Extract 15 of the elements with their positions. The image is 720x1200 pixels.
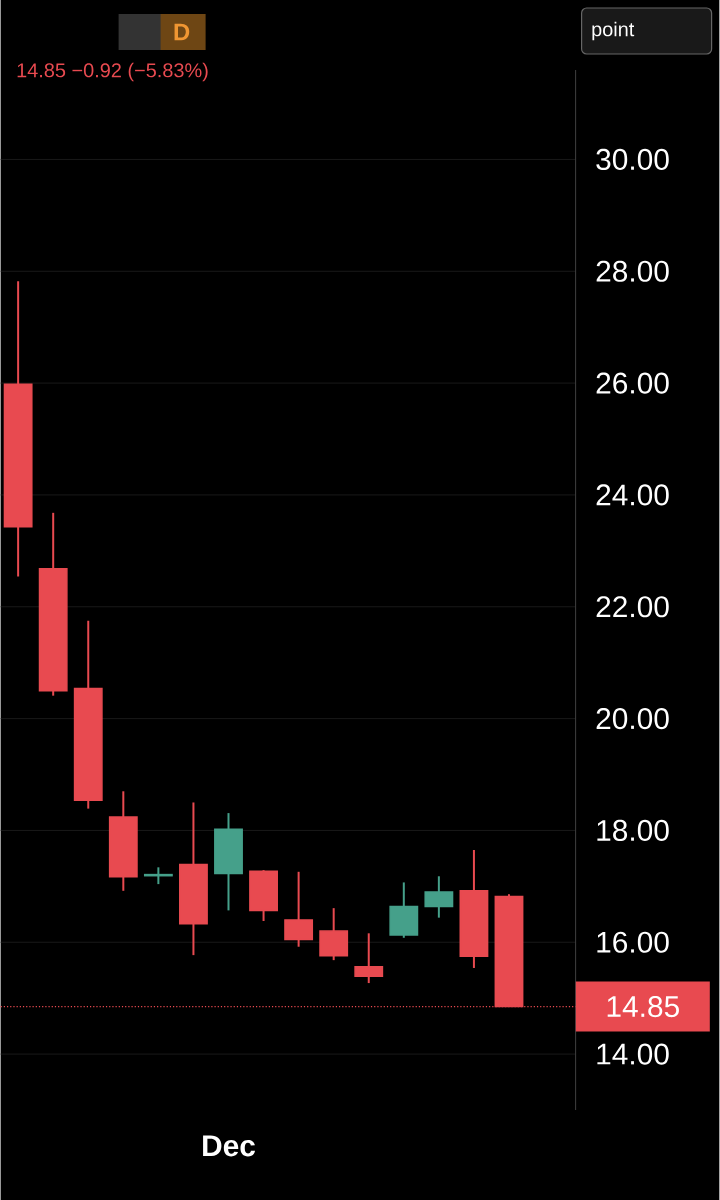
x-tick-label: Dec bbox=[203, 1135, 256, 1157]
y-tick-label: 22.00 bbox=[596, 596, 669, 618]
y-tick-label: 16.00 bbox=[597, 931, 669, 953]
annotation: 14.85 −0.92 (−5.83%) bbox=[17, 62, 208, 82]
y-tick-label: 26.00 bbox=[596, 372, 669, 394]
y-tick-label: 14.00 bbox=[597, 1043, 669, 1065]
ref-line-label: 14.85 bbox=[607, 995, 680, 1018]
text: D bbox=[174, 23, 190, 41]
y-tick-label: 20.00 bbox=[596, 708, 669, 730]
y-tick-label: 24.00 bbox=[596, 484, 669, 506]
text: point bbox=[592, 21, 635, 41]
y-tick-label: 18.00 bbox=[597, 819, 669, 842]
y-tick-label: 28.00 bbox=[596, 260, 669, 282]
y-tick-label: 30.00 bbox=[596, 148, 669, 171]
candlestick bbox=[354, 932, 384, 985]
